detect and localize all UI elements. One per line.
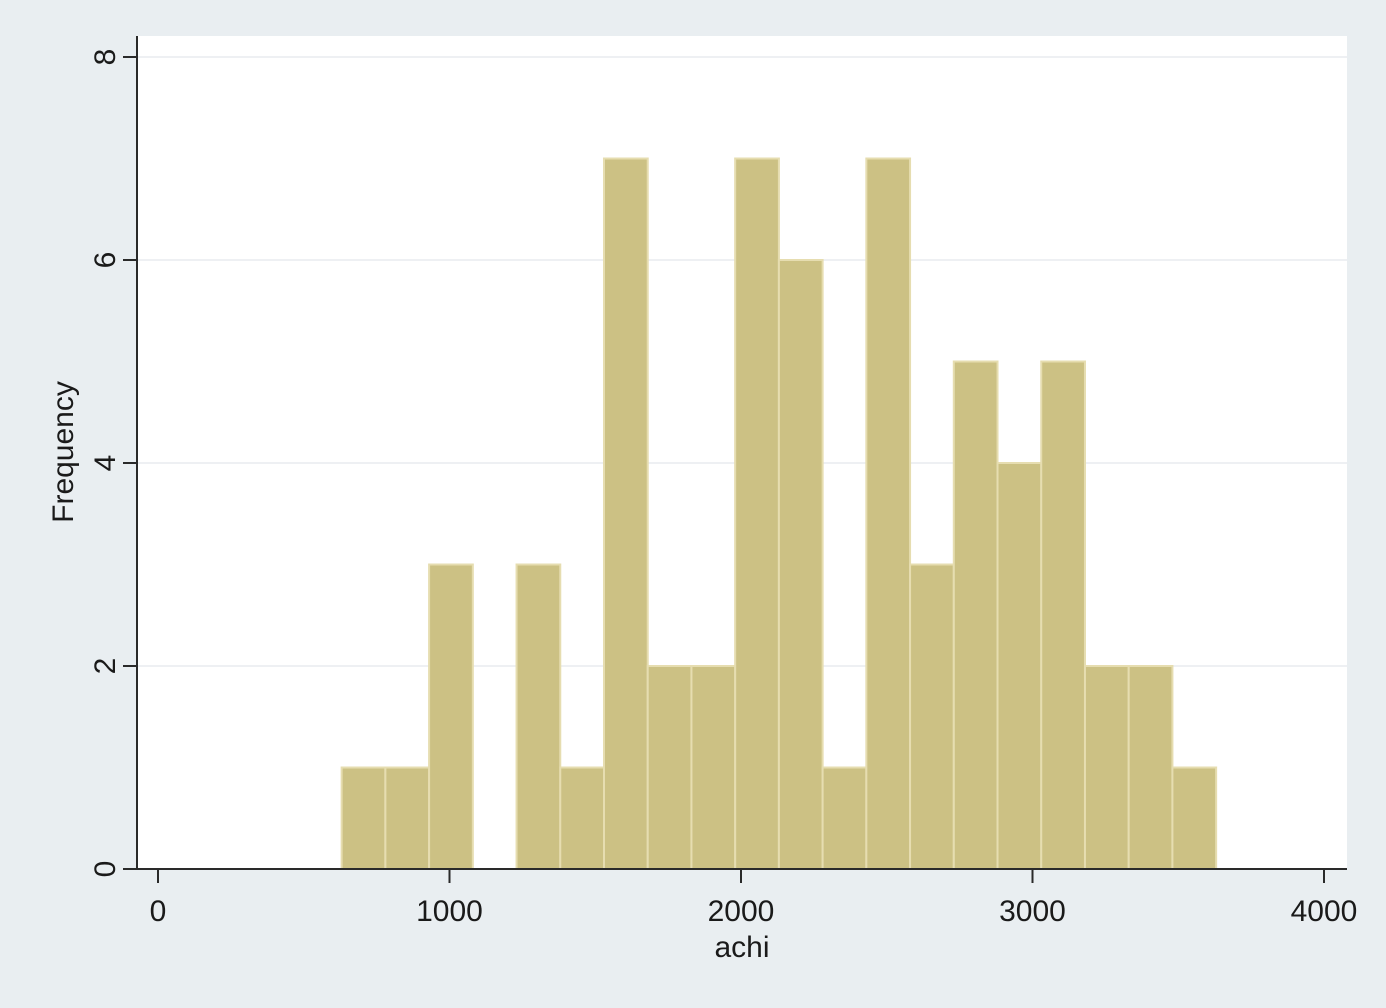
histogram-bar [909, 563, 955, 870]
histogram-bar [690, 665, 737, 870]
histogram-bar [1040, 360, 1086, 870]
histogram-bar [559, 766, 605, 870]
y-tick-label: 8 [89, 49, 122, 66]
axes: 0 2 4 6 8 0 1000 2000 3000 4000 [89, 36, 1357, 928]
x-tick-label: 4000 [1291, 895, 1358, 928]
histogram-bar [602, 157, 649, 870]
x-tick-label: 2000 [708, 895, 775, 928]
histogram-bar [646, 665, 693, 870]
histogram-bar [821, 766, 868, 870]
histogram-bar [1171, 766, 1218, 870]
bars [340, 157, 1218, 870]
y-tick-label: 4 [89, 455, 122, 472]
x-axis-title: achi [714, 931, 769, 964]
histogram-bar [1083, 665, 1130, 870]
y-tick-label: 2 [89, 658, 122, 675]
histogram-bar [428, 563, 474, 870]
histogram-bar [384, 766, 431, 870]
x-tick-label: 1000 [416, 895, 483, 928]
histogram-bar [996, 462, 1043, 870]
histogram-bar [734, 157, 780, 870]
y-axis-title: Frequency [47, 381, 80, 523]
histogram-bar [952, 360, 999, 870]
x-tick-label: 3000 [999, 895, 1066, 928]
y-tick-label: 6 [89, 252, 122, 269]
histogram-bar [515, 563, 562, 870]
y-tick-label: 0 [89, 861, 122, 878]
histogram-bar [865, 157, 912, 870]
histogram-bar [340, 766, 387, 870]
histogram-bar [777, 259, 824, 870]
histogram-bar [1127, 665, 1174, 870]
x-tick-label: 0 [150, 895, 167, 928]
